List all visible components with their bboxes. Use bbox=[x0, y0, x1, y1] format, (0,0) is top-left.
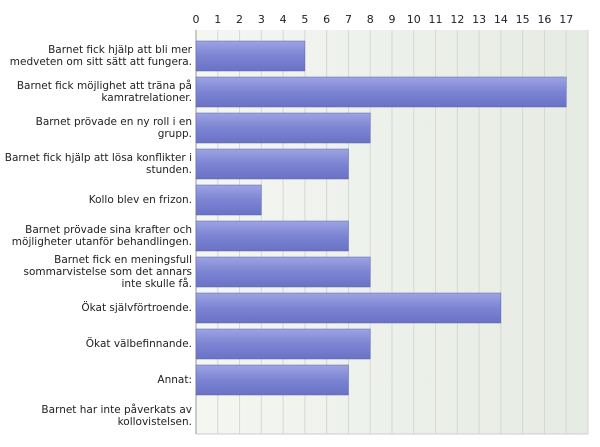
x-tick-label: 7 bbox=[345, 13, 352, 26]
bar bbox=[195, 256, 371, 288]
bar bbox=[195, 328, 371, 360]
x-tick-label: 11 bbox=[429, 13, 443, 26]
bar bbox=[195, 184, 262, 216]
y-tick-label: Annat: bbox=[157, 374, 192, 386]
x-tick-label: 16 bbox=[537, 13, 551, 26]
y-tick-label: Barnet fick en meningsfull sommarvistels… bbox=[23, 254, 192, 290]
y-tick-label: Barnet fick hjälp att bli mer medveten o… bbox=[9, 44, 192, 68]
x-tick-label: 5 bbox=[301, 13, 308, 26]
bar bbox=[195, 220, 349, 252]
x-tick-label: 2 bbox=[236, 13, 243, 26]
y-tick-label: Barnet har inte påverkats av kollovistel… bbox=[41, 404, 192, 428]
x-tick-label: 3 bbox=[258, 13, 265, 26]
x-tick-label: 15 bbox=[516, 13, 530, 26]
x-tick-label: 14 bbox=[494, 13, 508, 26]
x-tick-label: 13 bbox=[472, 13, 486, 26]
bar bbox=[195, 148, 349, 180]
y-tick-label: Kollo blev en frizon. bbox=[88, 194, 192, 206]
x-tick-label: 0 bbox=[193, 13, 200, 26]
y-tick-label: Barnet prövade sina krafter och möjlighe… bbox=[11, 224, 192, 248]
bar bbox=[195, 76, 567, 108]
bar bbox=[195, 40, 306, 72]
x-tick-label: 4 bbox=[280, 13, 287, 26]
x-tick-label: 6 bbox=[323, 13, 330, 26]
x-tick-label: 17 bbox=[559, 13, 573, 26]
y-tick-label: Barnet prövade en ny roll i en grupp. bbox=[35, 116, 192, 140]
x-tick-label: 8 bbox=[367, 13, 374, 26]
bar bbox=[195, 364, 349, 396]
x-tick-label: 12 bbox=[450, 13, 464, 26]
bar bbox=[195, 112, 371, 144]
y-tick-label: Barnet fick möjlighet att träna på kamra… bbox=[16, 80, 192, 104]
x-tick-label: 9 bbox=[389, 13, 396, 26]
y-tick-label: Barnet fick hjälp att lösa konflikter i … bbox=[4, 152, 192, 176]
x-tick-label: 10 bbox=[407, 13, 421, 26]
bar bbox=[195, 292, 502, 324]
y-tick-label: Ökat självförtroende. bbox=[81, 302, 192, 314]
y-tick-label: Ökat välbefinnande. bbox=[85, 338, 192, 350]
x-tick-label: 1 bbox=[214, 13, 221, 26]
